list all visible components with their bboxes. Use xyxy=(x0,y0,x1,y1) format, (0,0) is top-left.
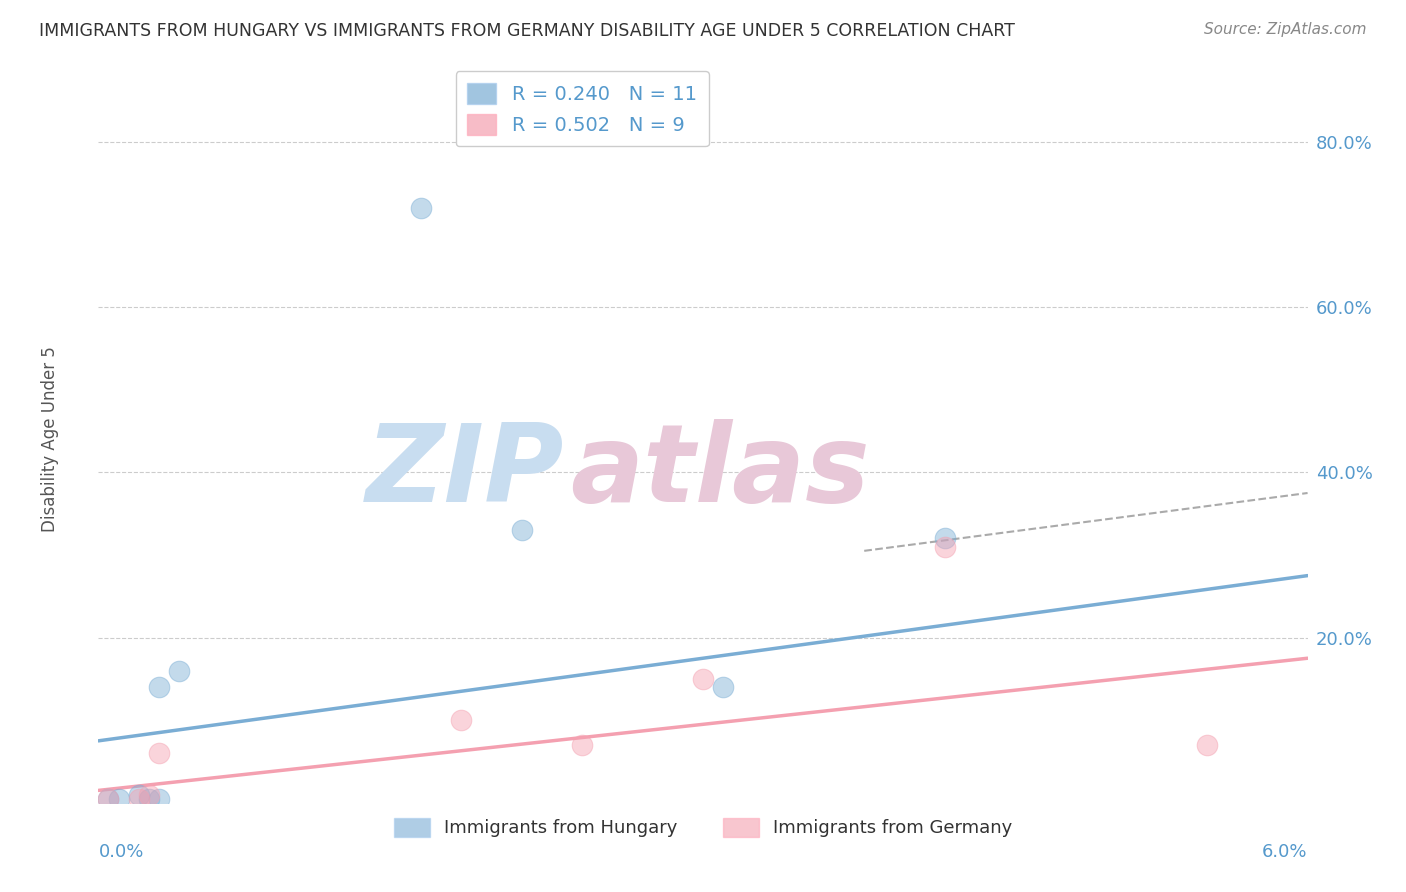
Text: atlas: atlas xyxy=(569,419,870,525)
Point xyxy=(148,746,170,760)
Point xyxy=(450,713,472,727)
Point xyxy=(1195,738,1218,752)
Text: 6.0%: 6.0% xyxy=(1263,843,1308,861)
Point xyxy=(97,791,120,805)
Point xyxy=(148,680,170,694)
Text: 0.0%: 0.0% xyxy=(98,843,143,861)
Point xyxy=(148,791,170,805)
Point xyxy=(571,738,593,752)
Point xyxy=(692,672,714,686)
Point xyxy=(934,532,956,546)
Point xyxy=(128,788,150,802)
Point xyxy=(510,523,533,537)
Point xyxy=(711,680,734,694)
Point xyxy=(97,791,120,805)
Text: Source: ZipAtlas.com: Source: ZipAtlas.com xyxy=(1204,22,1367,37)
Legend: Immigrants from Hungary, Immigrants from Germany: Immigrants from Hungary, Immigrants from… xyxy=(387,810,1019,845)
Point xyxy=(167,664,190,678)
Point xyxy=(107,791,129,805)
Point xyxy=(409,201,432,215)
Text: ZIP: ZIP xyxy=(366,419,564,525)
Point xyxy=(138,791,160,805)
Text: Disability Age Under 5: Disability Age Under 5 xyxy=(41,346,59,533)
Point xyxy=(128,791,150,805)
Point xyxy=(138,788,160,802)
Point xyxy=(934,540,956,554)
Text: IMMIGRANTS FROM HUNGARY VS IMMIGRANTS FROM GERMANY DISABILITY AGE UNDER 5 CORREL: IMMIGRANTS FROM HUNGARY VS IMMIGRANTS FR… xyxy=(39,22,1015,40)
